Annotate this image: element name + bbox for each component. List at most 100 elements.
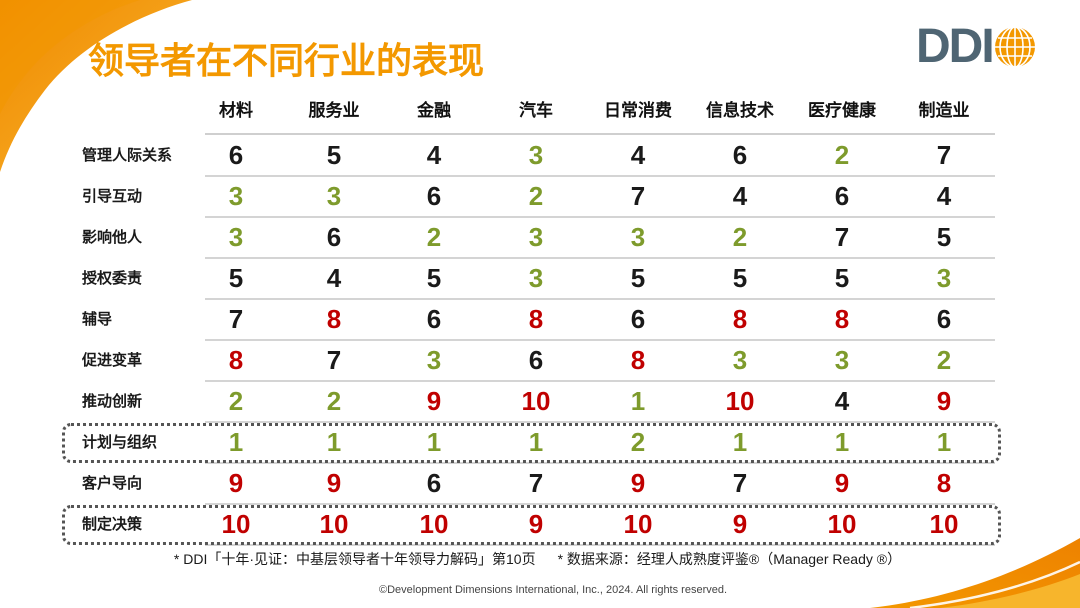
rank-cell: 10 [725, 386, 755, 416]
row-label: 客户导向 [82, 475, 143, 492]
rank-cell: 10 [929, 509, 959, 539]
table-row: 引导互动 3 3 6 2 7 4 6 4 [0, 176, 1080, 218]
footnotes: * DDI「十年·见证：中基层领导者十年领导力解码」第10页 * 数据来源：经理人… [0, 548, 1075, 570]
rank-cell: 2 [630, 427, 646, 457]
column-header: 日常消费 [604, 101, 672, 120]
rank-cell: 3 [630, 222, 646, 252]
table-row-highlighted: 计划与组织 1 1 1 1 2 1 1 1 [0, 422, 1080, 464]
rank-cell: 8 [228, 345, 244, 375]
rank-cell: 3 [528, 263, 544, 293]
rank-cell: 1 [228, 427, 244, 457]
row-label: 引导互动 [82, 188, 143, 205]
rank-cell: 8 [834, 304, 850, 334]
rank-cell: 6 [936, 304, 952, 334]
row-divider [205, 175, 995, 177]
column-header: 服务业 [308, 101, 360, 120]
rank-cell: 1 [630, 386, 646, 416]
row-label: 管理人际关系 [82, 147, 173, 164]
rank-cell: 3 [228, 181, 244, 211]
rank-cell: 10 [319, 509, 349, 539]
rank-cell: 8 [630, 345, 646, 375]
logo-text: DDI [916, 20, 995, 73]
rank-cell: 5 [228, 263, 244, 293]
rank-cell: 3 [732, 345, 748, 375]
row-divider [205, 380, 995, 382]
rank-cell: 9 [936, 386, 952, 416]
rank-cell: 9 [732, 509, 748, 539]
row-label: 辅导 [82, 311, 113, 328]
column-header: 金融 [417, 101, 451, 120]
rank-cell: 5 [732, 263, 748, 293]
rank-cell: 9 [326, 468, 342, 498]
rank-cell: 3 [936, 263, 952, 293]
rank-cell: 4 [732, 181, 748, 211]
rank-cell: 4 [936, 181, 952, 211]
rank-cell: 7 [528, 468, 544, 498]
row-label: 促进变革 [82, 352, 143, 369]
rank-cell: 1 [426, 427, 442, 457]
rank-cell: 2 [834, 140, 850, 170]
rank-cell: 2 [426, 222, 442, 252]
table-row-highlighted: 制定决策 10 10 10 9 10 9 10 10 [0, 504, 1080, 546]
rank-cell: 10 [521, 386, 551, 416]
row-divider [205, 503, 995, 505]
row-label: 授权委责 [82, 270, 143, 287]
rank-cell: 4 [426, 140, 442, 170]
table-row: 影响他人 3 6 2 3 3 2 7 5 [0, 217, 1080, 259]
corner-swoosh-bottom-right [870, 538, 1080, 608]
header-divider [205, 133, 995, 135]
table-row: 客户导向 9 9 6 7 9 7 9 8 [0, 463, 1080, 505]
rank-cell: 3 [426, 345, 442, 375]
rank-cell: 6 [228, 140, 244, 170]
footnote-data-source: * 数据来源：经理人成熟度评鉴®（Manager Ready ®） [557, 551, 902, 567]
rank-cell: 2 [326, 386, 342, 416]
rank-cell: 2 [936, 345, 952, 375]
rank-cell: 6 [426, 468, 442, 498]
table-row: 管理人际关系 6 5 4 3 4 6 2 7 [0, 135, 1080, 177]
rank-cell: 7 [732, 468, 748, 498]
table-row: 授权委责 5 4 5 3 5 5 5 3 [0, 258, 1080, 300]
rank-cell: 1 [528, 427, 544, 457]
row-divider [205, 257, 995, 259]
column-header: 医疗健康 [808, 101, 876, 120]
row-label: 影响他人 [82, 229, 143, 246]
highlight-box [62, 423, 1001, 463]
rank-cell: 1 [326, 427, 342, 457]
rank-cell: 6 [426, 181, 442, 211]
rank-cell: 6 [528, 345, 544, 375]
column-header: 制造业 [918, 101, 970, 120]
rank-cell: 4 [326, 263, 342, 293]
row-divider [205, 339, 995, 341]
column-header: 材料 [219, 101, 253, 120]
row-divider [205, 298, 995, 300]
rank-cell: 9 [630, 468, 646, 498]
rank-cell: 5 [936, 222, 952, 252]
rank-cell: 8 [936, 468, 952, 498]
rank-cell: 9 [228, 468, 244, 498]
rank-cell: 2 [228, 386, 244, 416]
column-header: 汽车 [519, 101, 553, 120]
corner-swoosh-top-left [0, 0, 192, 172]
rank-cell: 2 [528, 181, 544, 211]
row-label: 制定决策 [82, 516, 143, 533]
rank-cell: 9 [528, 509, 544, 539]
rank-cell: 8 [528, 304, 544, 334]
rank-cell: 3 [228, 222, 244, 252]
rank-cell: 2 [732, 222, 748, 252]
highlight-box [62, 505, 1001, 545]
rank-cell: 6 [630, 304, 646, 334]
rank-cell: 9 [834, 468, 850, 498]
rank-cell: 10 [419, 509, 449, 539]
slide-title: 领导者在不同行业的表现 [88, 40, 485, 81]
rank-cell: 1 [936, 427, 952, 457]
rank-cell: 7 [326, 345, 342, 375]
rank-cell: 6 [426, 304, 442, 334]
table-row: 辅导 7 8 6 8 6 8 8 6 [0, 299, 1080, 341]
rank-cell: 1 [732, 427, 748, 457]
rank-cell: 4 [630, 140, 646, 170]
rank-cell: 9 [426, 386, 442, 416]
rank-cell: 8 [732, 304, 748, 334]
rank-cell: 6 [326, 222, 342, 252]
footnote-source-book: * DDI「十年·见证：中基层领导者十年领导力解码」第10页 [173, 551, 536, 567]
